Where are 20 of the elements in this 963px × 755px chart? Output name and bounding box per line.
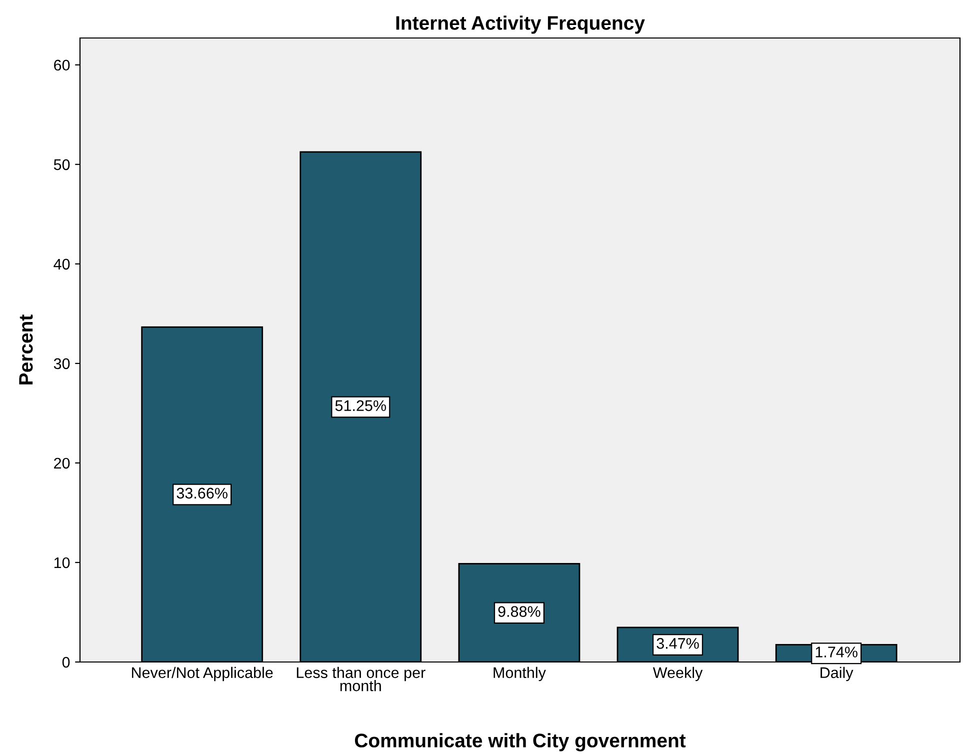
x-tick-label: Never/Not Applicable xyxy=(132,666,273,682)
x-tick-label: Daily xyxy=(820,666,854,682)
y-tick-label: 0 xyxy=(62,656,70,668)
data-label: 33.66% xyxy=(176,488,228,499)
y-tick-label: 10 xyxy=(54,557,70,568)
data-label: 1.74% xyxy=(816,646,858,658)
chart-title: Internet Activity Frequency xyxy=(396,16,645,34)
x-axis-title: Communicate with City government xyxy=(354,733,686,752)
x-tick-label: Less than once per month xyxy=(296,666,426,692)
data-label: 51.25% xyxy=(335,400,386,412)
y-tick-label: 50 xyxy=(54,159,70,170)
y-tick-label: 20 xyxy=(54,458,70,469)
y-tick-label: 60 xyxy=(54,60,70,71)
y-tick-label: 40 xyxy=(54,258,70,270)
x-tick-label: Monthly xyxy=(494,666,546,682)
x-tick-label: Weekly xyxy=(652,666,703,682)
data-label: 9.88% xyxy=(498,606,540,617)
y-tick-label: 30 xyxy=(54,358,70,370)
data-label: 3.47% xyxy=(656,638,699,649)
y-axis-title: Percent xyxy=(19,314,33,384)
